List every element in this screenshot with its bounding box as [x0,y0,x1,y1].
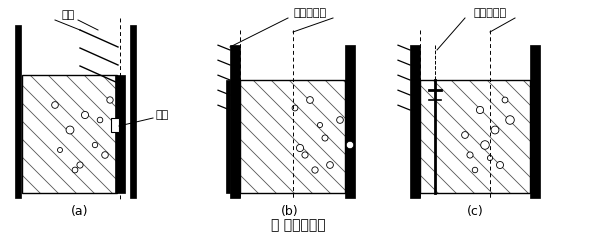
Circle shape [506,116,514,124]
Bar [111,118,119,132]
Text: 中埋止水带: 中埋止水带 [473,8,507,18]
Circle shape [491,126,499,134]
Text: (b): (b) [281,205,299,218]
Text: 外贴止水带: 外贴止水带 [293,8,327,18]
Circle shape [82,111,89,119]
Circle shape [107,97,113,103]
Bar [22,75,117,193]
Text: (c): (c) [467,205,483,218]
Bar [345,45,355,198]
Circle shape [337,117,343,123]
Circle shape [296,144,303,152]
Circle shape [318,123,322,127]
Circle shape [481,141,489,149]
Text: 图 施工缝构造: 图 施工缝构造 [271,218,325,232]
Bar [530,45,540,198]
Circle shape [488,155,493,161]
Bar [420,80,530,193]
Circle shape [472,167,478,173]
Circle shape [312,167,318,173]
Circle shape [102,152,108,158]
Circle shape [92,142,98,148]
Bar [230,45,240,198]
Circle shape [327,162,333,168]
Bar [240,80,345,193]
Bar [130,25,136,198]
Circle shape [66,126,74,134]
Circle shape [462,132,468,138]
Circle shape [306,97,313,103]
Circle shape [346,141,354,149]
Text: 留槽: 留槽 [155,110,168,120]
Circle shape [467,152,473,158]
Bar [15,25,21,198]
Bar [410,45,420,198]
Bar [420,80,530,193]
Circle shape [72,167,78,173]
Bar [22,75,117,193]
Circle shape [322,135,328,141]
Text: (a): (a) [72,205,89,218]
Circle shape [52,102,58,108]
Bar [115,75,125,193]
Circle shape [476,106,483,114]
Circle shape [57,147,63,153]
Bar [240,80,345,193]
Text: 钢筋: 钢筋 [61,10,74,20]
Circle shape [77,162,83,168]
Circle shape [496,161,504,168]
Circle shape [97,117,103,123]
Circle shape [302,152,308,158]
Bar [226,80,230,193]
Circle shape [502,97,508,103]
Circle shape [292,105,298,111]
